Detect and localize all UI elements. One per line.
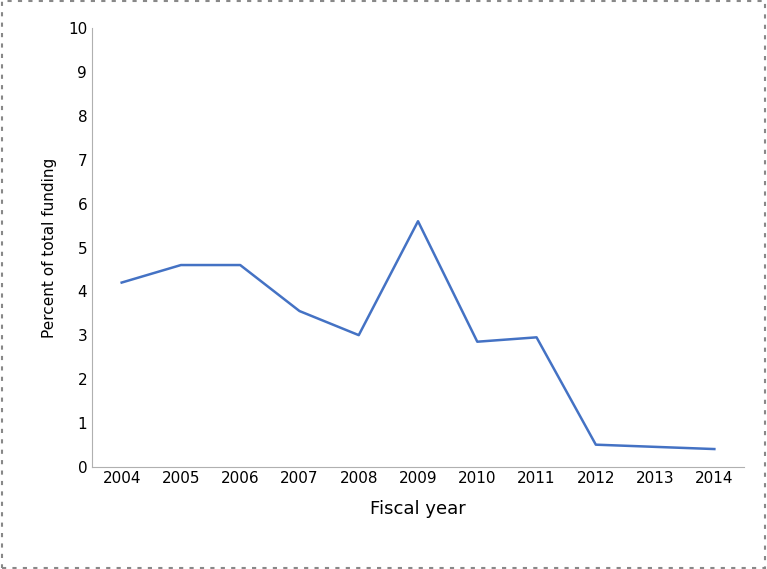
Y-axis label: Percent of total funding: Percent of total funding (42, 158, 57, 337)
X-axis label: Fiscal year: Fiscal year (370, 500, 466, 518)
